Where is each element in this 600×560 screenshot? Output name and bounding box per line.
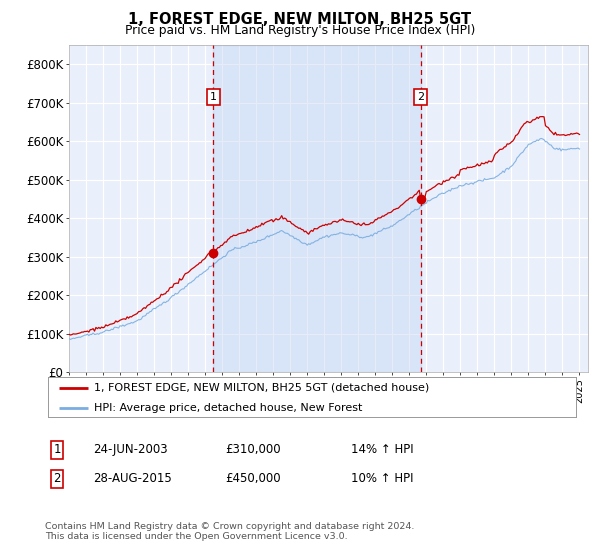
- Text: £310,000: £310,000: [225, 443, 281, 456]
- Text: £450,000: £450,000: [225, 472, 281, 486]
- Bar: [213, 45, 421, 372]
- Text: 1: 1: [210, 92, 217, 102]
- Text: Contains HM Land Registry data © Crown copyright and database right 2024.
This d: Contains HM Land Registry data © Crown c…: [45, 522, 415, 542]
- Text: 1: 1: [53, 443, 61, 456]
- Text: 10% ↑ HPI: 10% ↑ HPI: [351, 472, 413, 486]
- Text: 2: 2: [417, 92, 424, 102]
- Text: Price paid vs. HM Land Registry's House Price Index (HPI): Price paid vs. HM Land Registry's House …: [125, 24, 475, 37]
- Text: HPI: Average price, detached house, New Forest: HPI: Average price, detached house, New …: [94, 403, 363, 413]
- Text: 1, FOREST EDGE, NEW MILTON, BH25 5GT: 1, FOREST EDGE, NEW MILTON, BH25 5GT: [128, 12, 472, 27]
- Text: 14% ↑ HPI: 14% ↑ HPI: [351, 443, 413, 456]
- Text: 1, FOREST EDGE, NEW MILTON, BH25 5GT (detached house): 1, FOREST EDGE, NEW MILTON, BH25 5GT (de…: [94, 383, 430, 393]
- Text: 2: 2: [53, 472, 61, 486]
- Text: 24-JUN-2003: 24-JUN-2003: [93, 443, 167, 456]
- Text: 28-AUG-2015: 28-AUG-2015: [93, 472, 172, 486]
